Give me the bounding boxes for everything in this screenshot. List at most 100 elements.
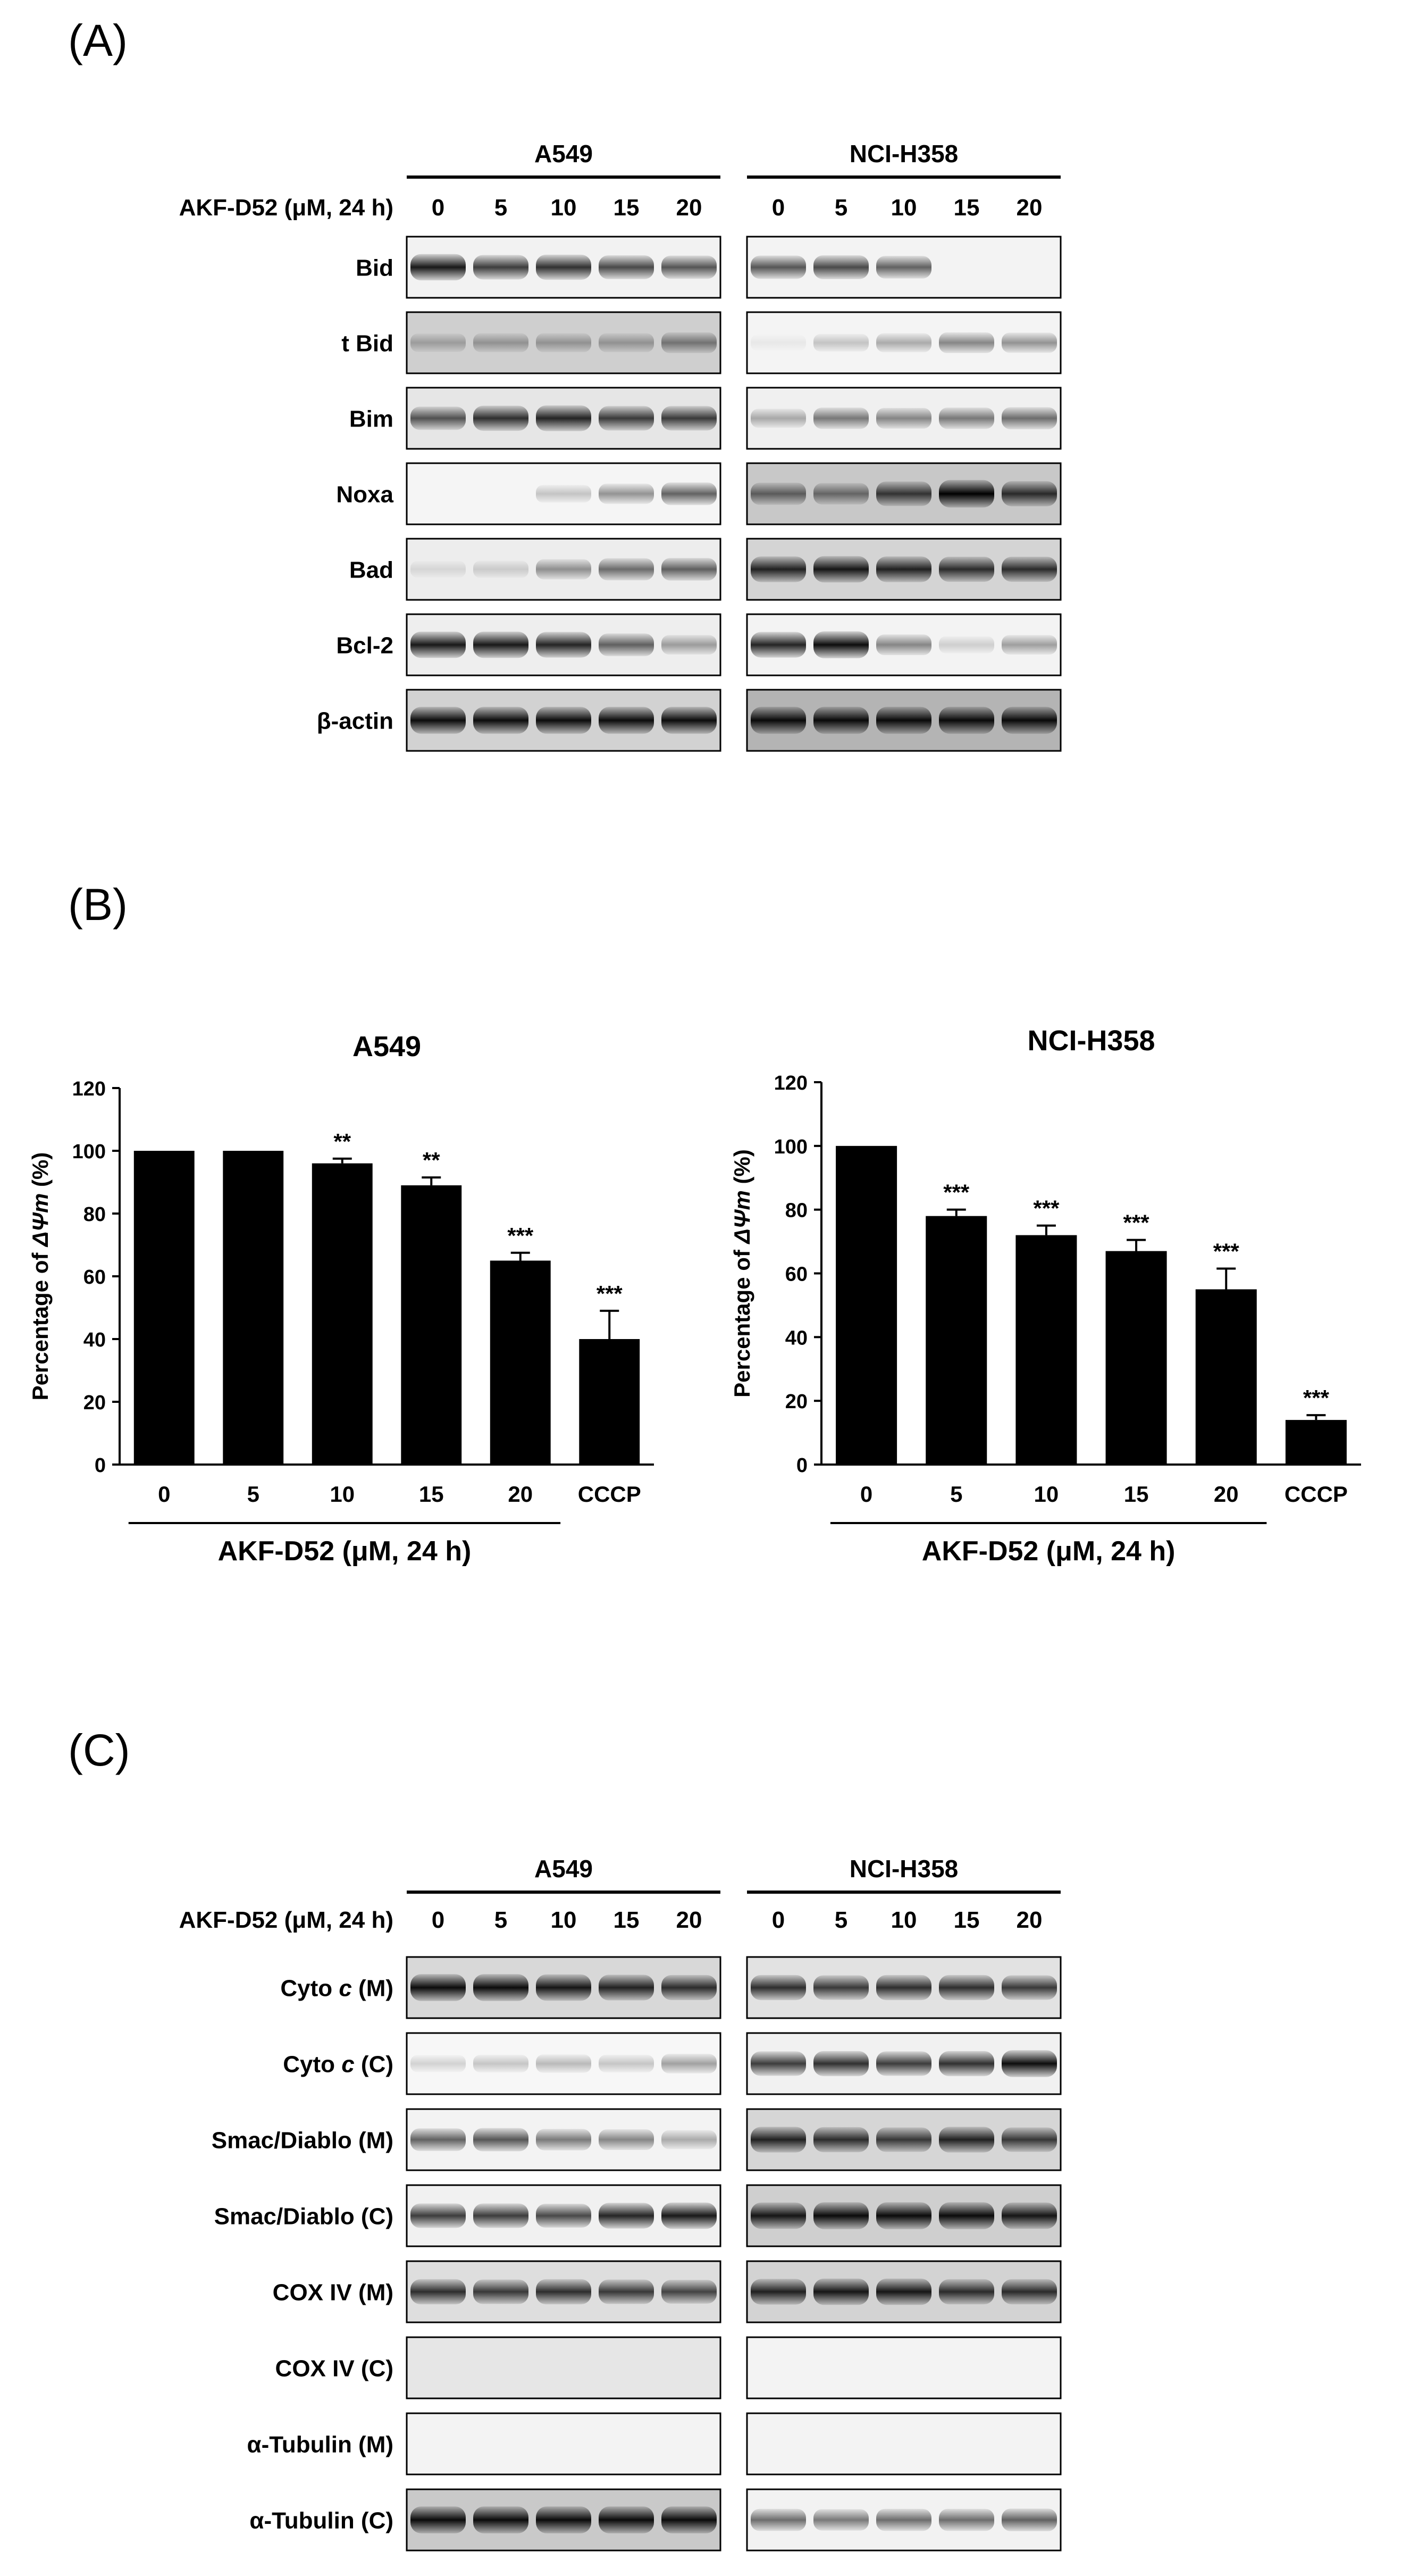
blot-band — [1002, 481, 1057, 507]
y-tick-label: 40 — [83, 1329, 106, 1351]
x-tick-label: CCCP — [1285, 1482, 1348, 1507]
blot-strip — [406, 2336, 721, 2399]
blot-band — [751, 2127, 806, 2153]
blot-band — [876, 1975, 931, 2001]
blot-strip — [746, 2412, 1062, 2475]
blot-band — [536, 2054, 591, 2073]
y-tick-label: 0 — [95, 1454, 106, 1477]
blot-band — [599, 333, 654, 353]
x-tick-label: 5 — [950, 1482, 962, 1507]
blot-band — [661, 2202, 717, 2229]
blot-band — [813, 2051, 869, 2077]
blot-band — [410, 2128, 466, 2151]
cell-line-header: NCI-H358 — [850, 1855, 959, 1883]
blot-band — [473, 631, 528, 658]
chart-title: NCI-H358 — [1027, 1025, 1155, 1057]
panel-b-label: (B) — [68, 880, 128, 930]
blot-band — [661, 255, 717, 279]
blot-band — [939, 332, 994, 354]
x-tick-label: 10 — [330, 1482, 355, 1507]
treatment-label: AKF-D52 (μM, 24 h) — [179, 195, 393, 221]
significance-mark: *** — [1033, 1196, 1060, 1221]
blot-band — [473, 707, 528, 734]
blot-band — [813, 407, 869, 429]
blot-band — [473, 2506, 528, 2533]
blot-band — [473, 333, 528, 353]
blot-band — [751, 1975, 806, 2001]
blot-band — [410, 2203, 466, 2228]
blot-band — [661, 2130, 717, 2150]
dose-label: 5 — [494, 1907, 507, 1933]
x-tick-label: 20 — [1214, 1482, 1239, 1507]
blot-band — [939, 2508, 994, 2531]
blot-band — [1002, 707, 1057, 734]
blot-band — [1002, 2202, 1057, 2229]
blot-band — [939, 707, 994, 734]
blot-band — [876, 2278, 931, 2305]
blot-band — [473, 561, 528, 578]
blot-band — [751, 2279, 806, 2305]
blot-band — [536, 333, 591, 353]
blot-band — [939, 2202, 994, 2229]
y-tick-label: 80 — [785, 1200, 808, 1222]
dose-label: 0 — [432, 195, 444, 221]
dose-label: 5 — [835, 195, 847, 221]
x-tick-label: CCCP — [578, 1482, 641, 1507]
blot-band — [536, 1974, 591, 2001]
blot-band — [536, 2129, 591, 2151]
blot-strip — [406, 2412, 721, 2475]
blot-band — [751, 2051, 806, 2076]
blot-band — [1002, 332, 1057, 353]
bar — [1015, 1235, 1077, 1465]
blot-band — [876, 2127, 931, 2152]
blot-band — [751, 334, 806, 351]
bar — [836, 1145, 897, 1465]
dose-label: 15 — [954, 195, 980, 221]
blot-band — [536, 2279, 591, 2305]
blot-band — [813, 2127, 869, 2153]
protein-label: Cyto c (M) — [280, 1976, 393, 2002]
significance-mark: ** — [333, 1129, 351, 1154]
x-tick-label: 10 — [1034, 1482, 1059, 1507]
x-axis-label: AKF-D52 (μM, 24 h) — [922, 1536, 1176, 1567]
blot-band — [939, 2051, 994, 2077]
dose-label: 10 — [551, 195, 577, 221]
blot-band — [1002, 407, 1057, 430]
dose-label: 15 — [614, 195, 640, 221]
blot-band — [536, 405, 591, 431]
blot-band — [813, 333, 869, 352]
significance-mark: *** — [507, 1223, 534, 1248]
protein-label: t Bid — [341, 331, 393, 357]
y-axis-label: Percentage of ΔΨm (%) — [28, 1152, 53, 1401]
bar — [926, 1216, 987, 1465]
blot-band — [876, 2202, 931, 2229]
blot-band — [661, 332, 717, 354]
blot-band — [1002, 2127, 1057, 2152]
bar — [312, 1163, 373, 1465]
blot-strip — [746, 2336, 1062, 2399]
blot-band — [661, 635, 717, 655]
blot-band — [751, 408, 806, 428]
protein-label: Smac/Diablo (M) — [212, 2128, 393, 2154]
blot-band — [876, 2508, 931, 2531]
dose-label: 10 — [891, 195, 917, 221]
blot-band — [1002, 2050, 1057, 2077]
dose-label: 20 — [676, 1907, 702, 1933]
blot-band — [661, 2506, 717, 2533]
y-tick-label: 120 — [774, 1072, 808, 1094]
blot-band — [536, 254, 591, 280]
significance-mark: *** — [943, 1180, 970, 1205]
blot-band — [876, 556, 931, 582]
blot-band — [813, 631, 869, 658]
bar — [579, 1339, 640, 1465]
dose-label: 20 — [676, 195, 702, 221]
blot-band — [939, 480, 994, 508]
blot-band — [876, 707, 931, 734]
panel-a-label: (A) — [68, 15, 128, 65]
blot-band — [410, 2506, 466, 2533]
bar — [223, 1151, 284, 1465]
dose-label: 0 — [772, 1907, 785, 1933]
blot-band — [599, 1975, 654, 2001]
